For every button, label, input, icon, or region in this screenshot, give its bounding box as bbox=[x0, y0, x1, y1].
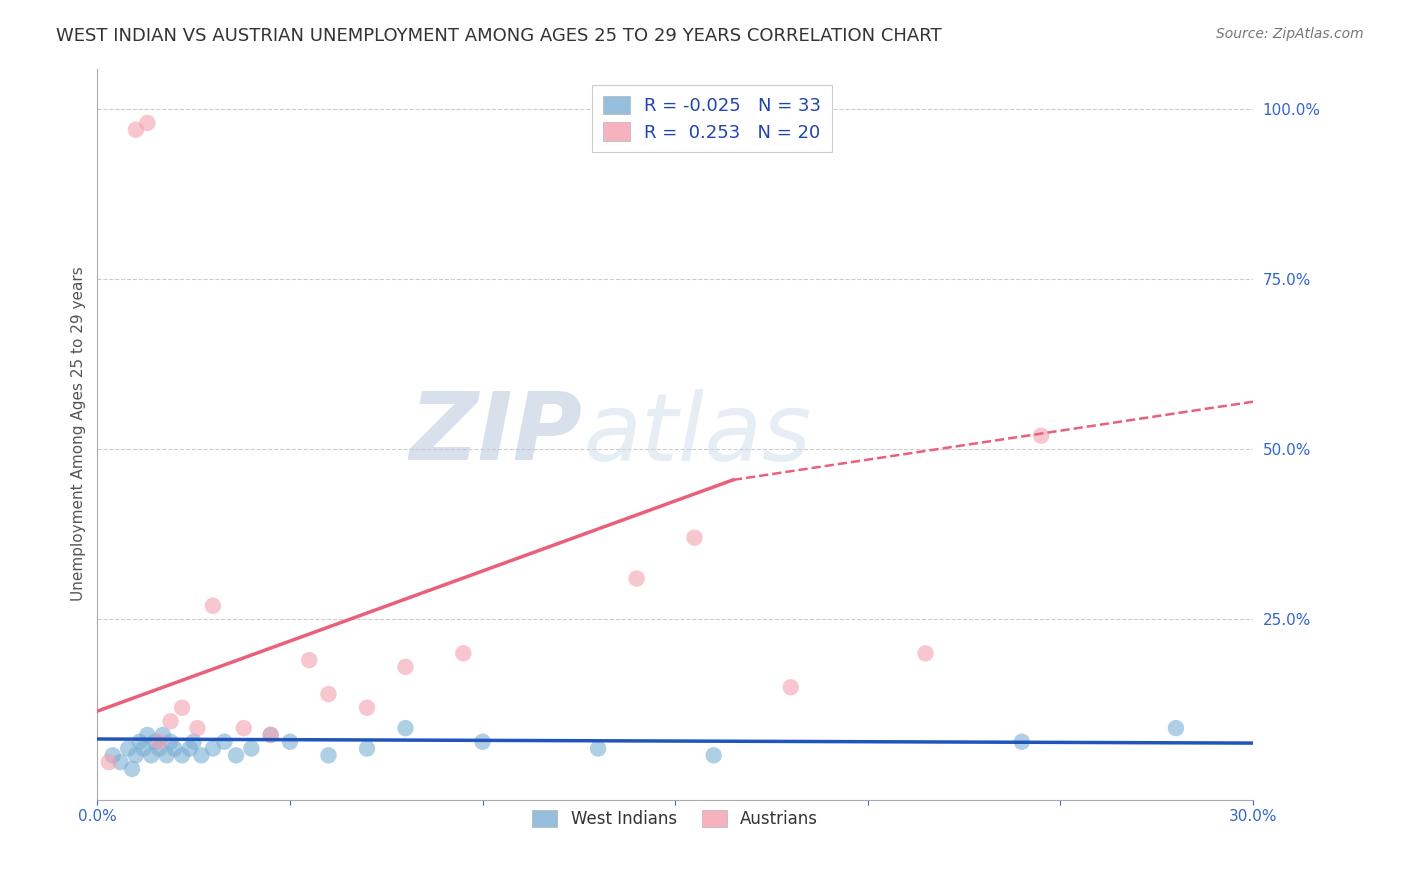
Point bbox=[394, 660, 416, 674]
Point bbox=[156, 748, 179, 763]
Point bbox=[125, 748, 148, 763]
Point bbox=[190, 748, 212, 763]
Point bbox=[143, 735, 166, 749]
Point bbox=[260, 728, 283, 742]
Point bbox=[125, 122, 148, 136]
Point bbox=[683, 531, 706, 545]
Point bbox=[471, 735, 494, 749]
Point bbox=[201, 741, 224, 756]
Point bbox=[136, 728, 159, 742]
Point bbox=[453, 646, 475, 660]
Point bbox=[121, 762, 143, 776]
Point bbox=[141, 748, 163, 763]
Point bbox=[356, 700, 378, 714]
Point bbox=[201, 599, 224, 613]
Point bbox=[128, 735, 150, 749]
Point bbox=[298, 653, 321, 667]
Text: ZIP: ZIP bbox=[409, 388, 582, 480]
Point bbox=[152, 728, 174, 742]
Point bbox=[148, 741, 170, 756]
Point bbox=[260, 728, 283, 742]
Point bbox=[356, 741, 378, 756]
Point bbox=[214, 735, 236, 749]
Y-axis label: Unemployment Among Ages 25 to 29 years: Unemployment Among Ages 25 to 29 years bbox=[72, 267, 86, 601]
Point bbox=[318, 748, 340, 763]
Point bbox=[172, 700, 194, 714]
Point bbox=[225, 748, 247, 763]
Point bbox=[1164, 721, 1187, 735]
Point bbox=[318, 687, 340, 701]
Point bbox=[240, 741, 263, 756]
Point bbox=[1029, 428, 1052, 442]
Point bbox=[232, 721, 254, 735]
Point bbox=[117, 741, 139, 756]
Point bbox=[101, 748, 124, 763]
Point bbox=[186, 721, 208, 735]
Point bbox=[703, 748, 725, 763]
Point bbox=[136, 116, 159, 130]
Point bbox=[132, 741, 155, 756]
Text: Source: ZipAtlas.com: Source: ZipAtlas.com bbox=[1216, 27, 1364, 41]
Point bbox=[914, 646, 936, 660]
Point bbox=[626, 572, 648, 586]
Point bbox=[172, 748, 194, 763]
Point bbox=[110, 755, 132, 769]
Text: WEST INDIAN VS AUSTRIAN UNEMPLOYMENT AMONG AGES 25 TO 29 YEARS CORRELATION CHART: WEST INDIAN VS AUSTRIAN UNEMPLOYMENT AMO… bbox=[56, 27, 942, 45]
Text: atlas: atlas bbox=[582, 389, 811, 480]
Point bbox=[159, 714, 181, 729]
Point bbox=[394, 721, 416, 735]
Point bbox=[148, 735, 170, 749]
Point bbox=[1011, 735, 1033, 749]
Point bbox=[586, 741, 609, 756]
Point bbox=[779, 681, 801, 695]
Point bbox=[183, 735, 205, 749]
Point bbox=[159, 735, 181, 749]
Point bbox=[163, 741, 186, 756]
Point bbox=[278, 735, 301, 749]
Point bbox=[97, 755, 120, 769]
Point bbox=[179, 741, 201, 756]
Legend: West Indians, Austrians: West Indians, Austrians bbox=[526, 804, 825, 835]
